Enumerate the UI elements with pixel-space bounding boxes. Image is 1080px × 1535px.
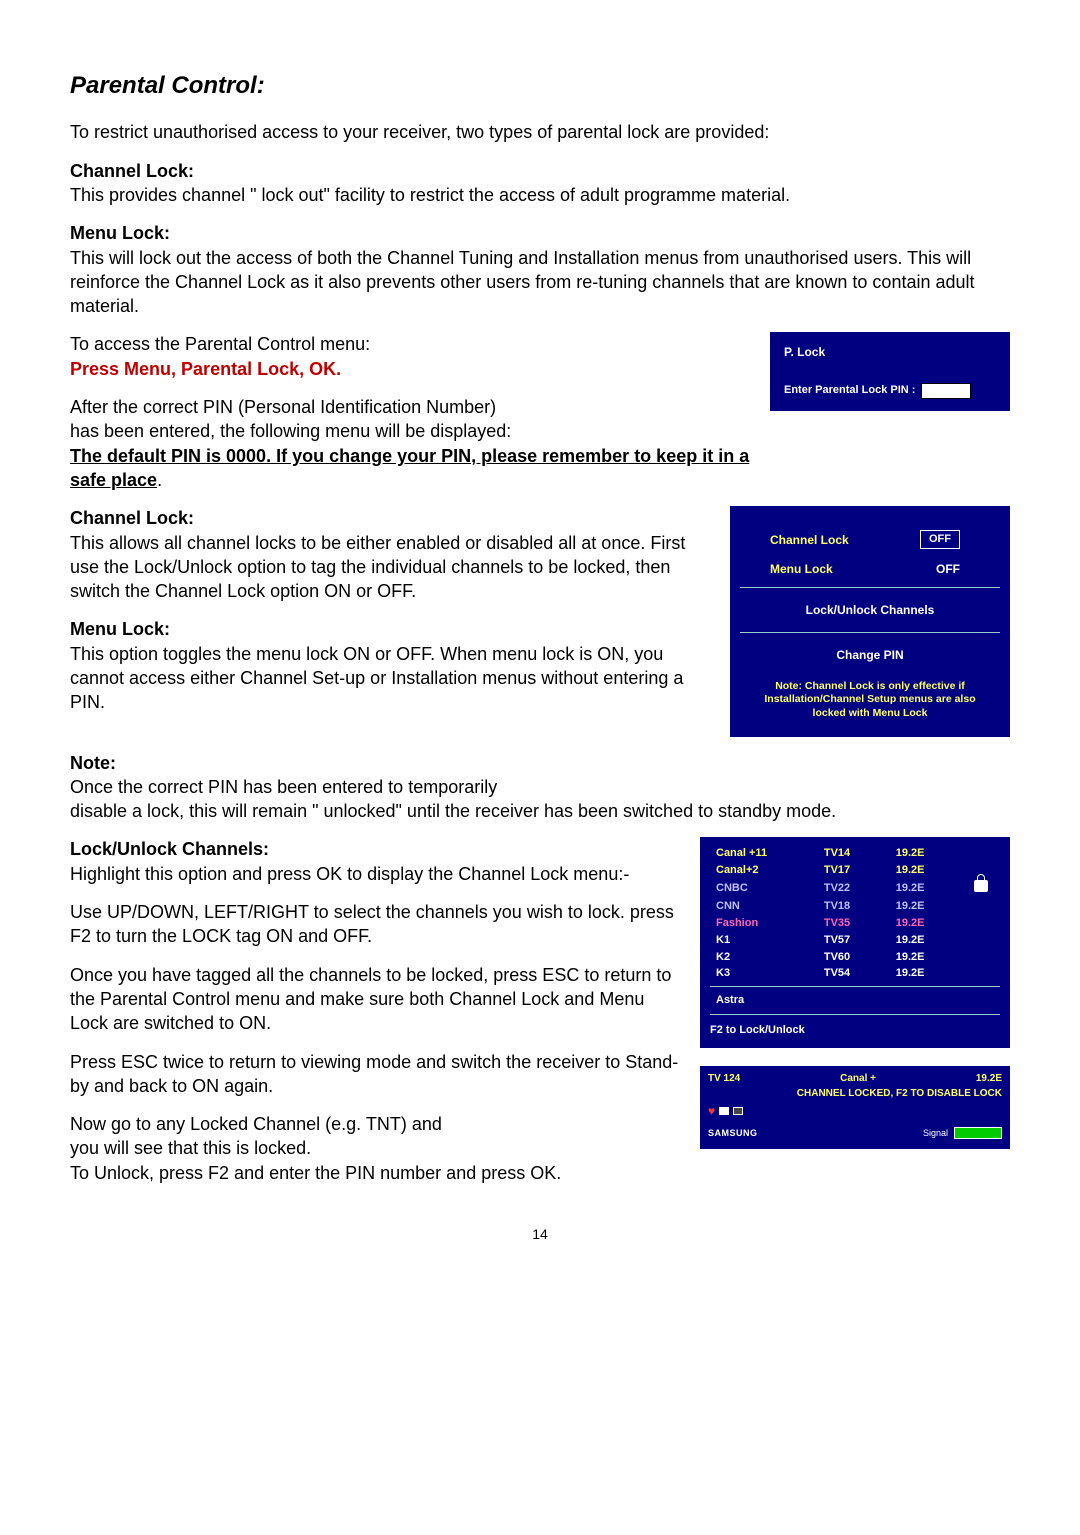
satellite-label: Astra xyxy=(710,991,1000,1010)
channel-row[interactable]: K2TV6019.2E xyxy=(710,949,1000,966)
menu-lock-heading: Menu Lock: xyxy=(70,221,1010,245)
channel-table[interactable]: Canal +11TV1419.2ECanal+2TV1719.2ECNBCTV… xyxy=(710,845,1000,982)
after-pin-line1: After the correct PIN (Personal Identifi… xyxy=(70,395,754,419)
pin-label: Enter Parental Lock PIN : xyxy=(784,383,915,398)
menu-row-channel-lock[interactable]: Channel Lock OFF xyxy=(740,526,1000,553)
note-text-2: disable a lock, this will remain " unloc… xyxy=(70,799,1010,823)
lock-unlock-heading: Lock/Unlock Channels: xyxy=(70,837,684,861)
default-pin-dot: . xyxy=(157,470,162,490)
note-heading: Note: xyxy=(70,751,1010,775)
pin-entry-box: P. Lock Enter Parental Lock PIN : xyxy=(770,332,1010,410)
channel-row[interactable]: K3TV5419.2E xyxy=(710,965,1000,982)
menu-note: Note: Channel Lock is only effective if … xyxy=(740,680,1000,721)
channel-lock-text-2: This allows all channel locks to be eith… xyxy=(70,531,714,604)
channel-list-box: Canal +11TV1419.2ECanal+2TV1719.2ECNBCTV… xyxy=(700,837,1010,1047)
lu-text-5a: Now go to any Locked Channel (e.g. TNT) … xyxy=(70,1112,684,1136)
channel-list-footer: F2 to Lock/Unlock xyxy=(710,1019,1000,1038)
channel-row[interactable]: Canal+2TV1719.2E xyxy=(710,862,1000,879)
lu-text-5b: you will see that this is locked. xyxy=(70,1136,684,1160)
lu-text-4: Press ESC twice to return to viewing mod… xyxy=(70,1050,684,1099)
status-channel-name: Canal + xyxy=(840,1072,876,1086)
page-number: 14 xyxy=(70,1225,1010,1244)
channel-row[interactable]: Canal +11TV1419.2E xyxy=(710,845,1000,862)
heart-icon: ♥ xyxy=(708,1103,715,1119)
status-locked-message: CHANNEL LOCKED, F2 TO DISABLE LOCK xyxy=(708,1087,1002,1101)
menu-change-pin[interactable]: Change PIN xyxy=(740,639,1000,671)
intro-text: To restrict unauthorised access to your … xyxy=(70,120,1010,144)
menu-lock-unlock-channels[interactable]: Lock/Unlock Channels xyxy=(740,594,1000,626)
menu-row-menu-lock[interactable]: Menu Lock OFF xyxy=(740,557,1000,581)
status-icon-1 xyxy=(719,1107,729,1115)
channel-lock-text: This provides channel " lock out" facili… xyxy=(70,183,1010,207)
status-banner-box: TV 124 Canal + 19.2E CHANNEL LOCKED, F2 … xyxy=(700,1066,1010,1149)
after-pin-line2: has been entered, the following menu wil… xyxy=(70,419,754,443)
lu-text-1: Highlight this option and press OK to di… xyxy=(70,862,684,886)
status-icon-2 xyxy=(733,1107,743,1115)
brand-label: SAMSUNG xyxy=(708,1127,758,1139)
channel-lock-heading: Channel Lock: xyxy=(70,159,1010,183)
menu-lock-value: OFF xyxy=(936,561,960,577)
default-pin-warning: The default PIN is 0000. If you change y… xyxy=(70,446,749,490)
lock-icon xyxy=(974,880,988,892)
signal-bar xyxy=(954,1127,1002,1139)
parental-menu-box: Channel Lock OFF Menu Lock OFF Lock/Unlo… xyxy=(730,506,1010,736)
page-title: Parental Control: xyxy=(70,70,1010,102)
pin-input-field[interactable] xyxy=(921,383,971,399)
pin-box-title: P. Lock xyxy=(784,344,996,360)
status-orbit: 19.2E xyxy=(976,1072,1002,1086)
channel-lock-heading-2: Channel Lock: xyxy=(70,506,714,530)
channel-row[interactable]: CNBCTV2219.2E xyxy=(710,879,1000,898)
channel-row[interactable]: K1TV5719.2E xyxy=(710,932,1000,949)
press-menu-instruction: Press Menu, Parental Lock, OK. xyxy=(70,357,754,381)
lu-text-3: Once you have tagged all the channels to… xyxy=(70,963,684,1036)
menu-menu-lock-label: Menu Lock xyxy=(770,561,833,577)
channel-row[interactable]: CNNTV1819.2E xyxy=(710,898,1000,915)
menu-lock-text: This will lock out the access of both th… xyxy=(70,246,1010,319)
signal-label: Signal xyxy=(923,1127,948,1139)
channel-row[interactable]: FashionTV3519.2E xyxy=(710,915,1000,932)
lu-text-2: Use UP/DOWN, LEFT/RIGHT to select the ch… xyxy=(70,900,684,949)
status-tv-number: TV 124 xyxy=(708,1072,740,1086)
menu-channel-lock-label: Channel Lock xyxy=(770,532,849,548)
lu-text-6: To Unlock, press F2 and enter the PIN nu… xyxy=(70,1161,684,1185)
menu-lock-text-2: This option toggles the menu lock ON or … xyxy=(70,642,714,715)
menu-lock-heading-2: Menu Lock: xyxy=(70,617,714,641)
access-text: To access the Parental Control menu: xyxy=(70,332,754,356)
channel-lock-value: OFF xyxy=(920,530,960,549)
note-text-1: Once the correct PIN has been entered to… xyxy=(70,775,1010,799)
